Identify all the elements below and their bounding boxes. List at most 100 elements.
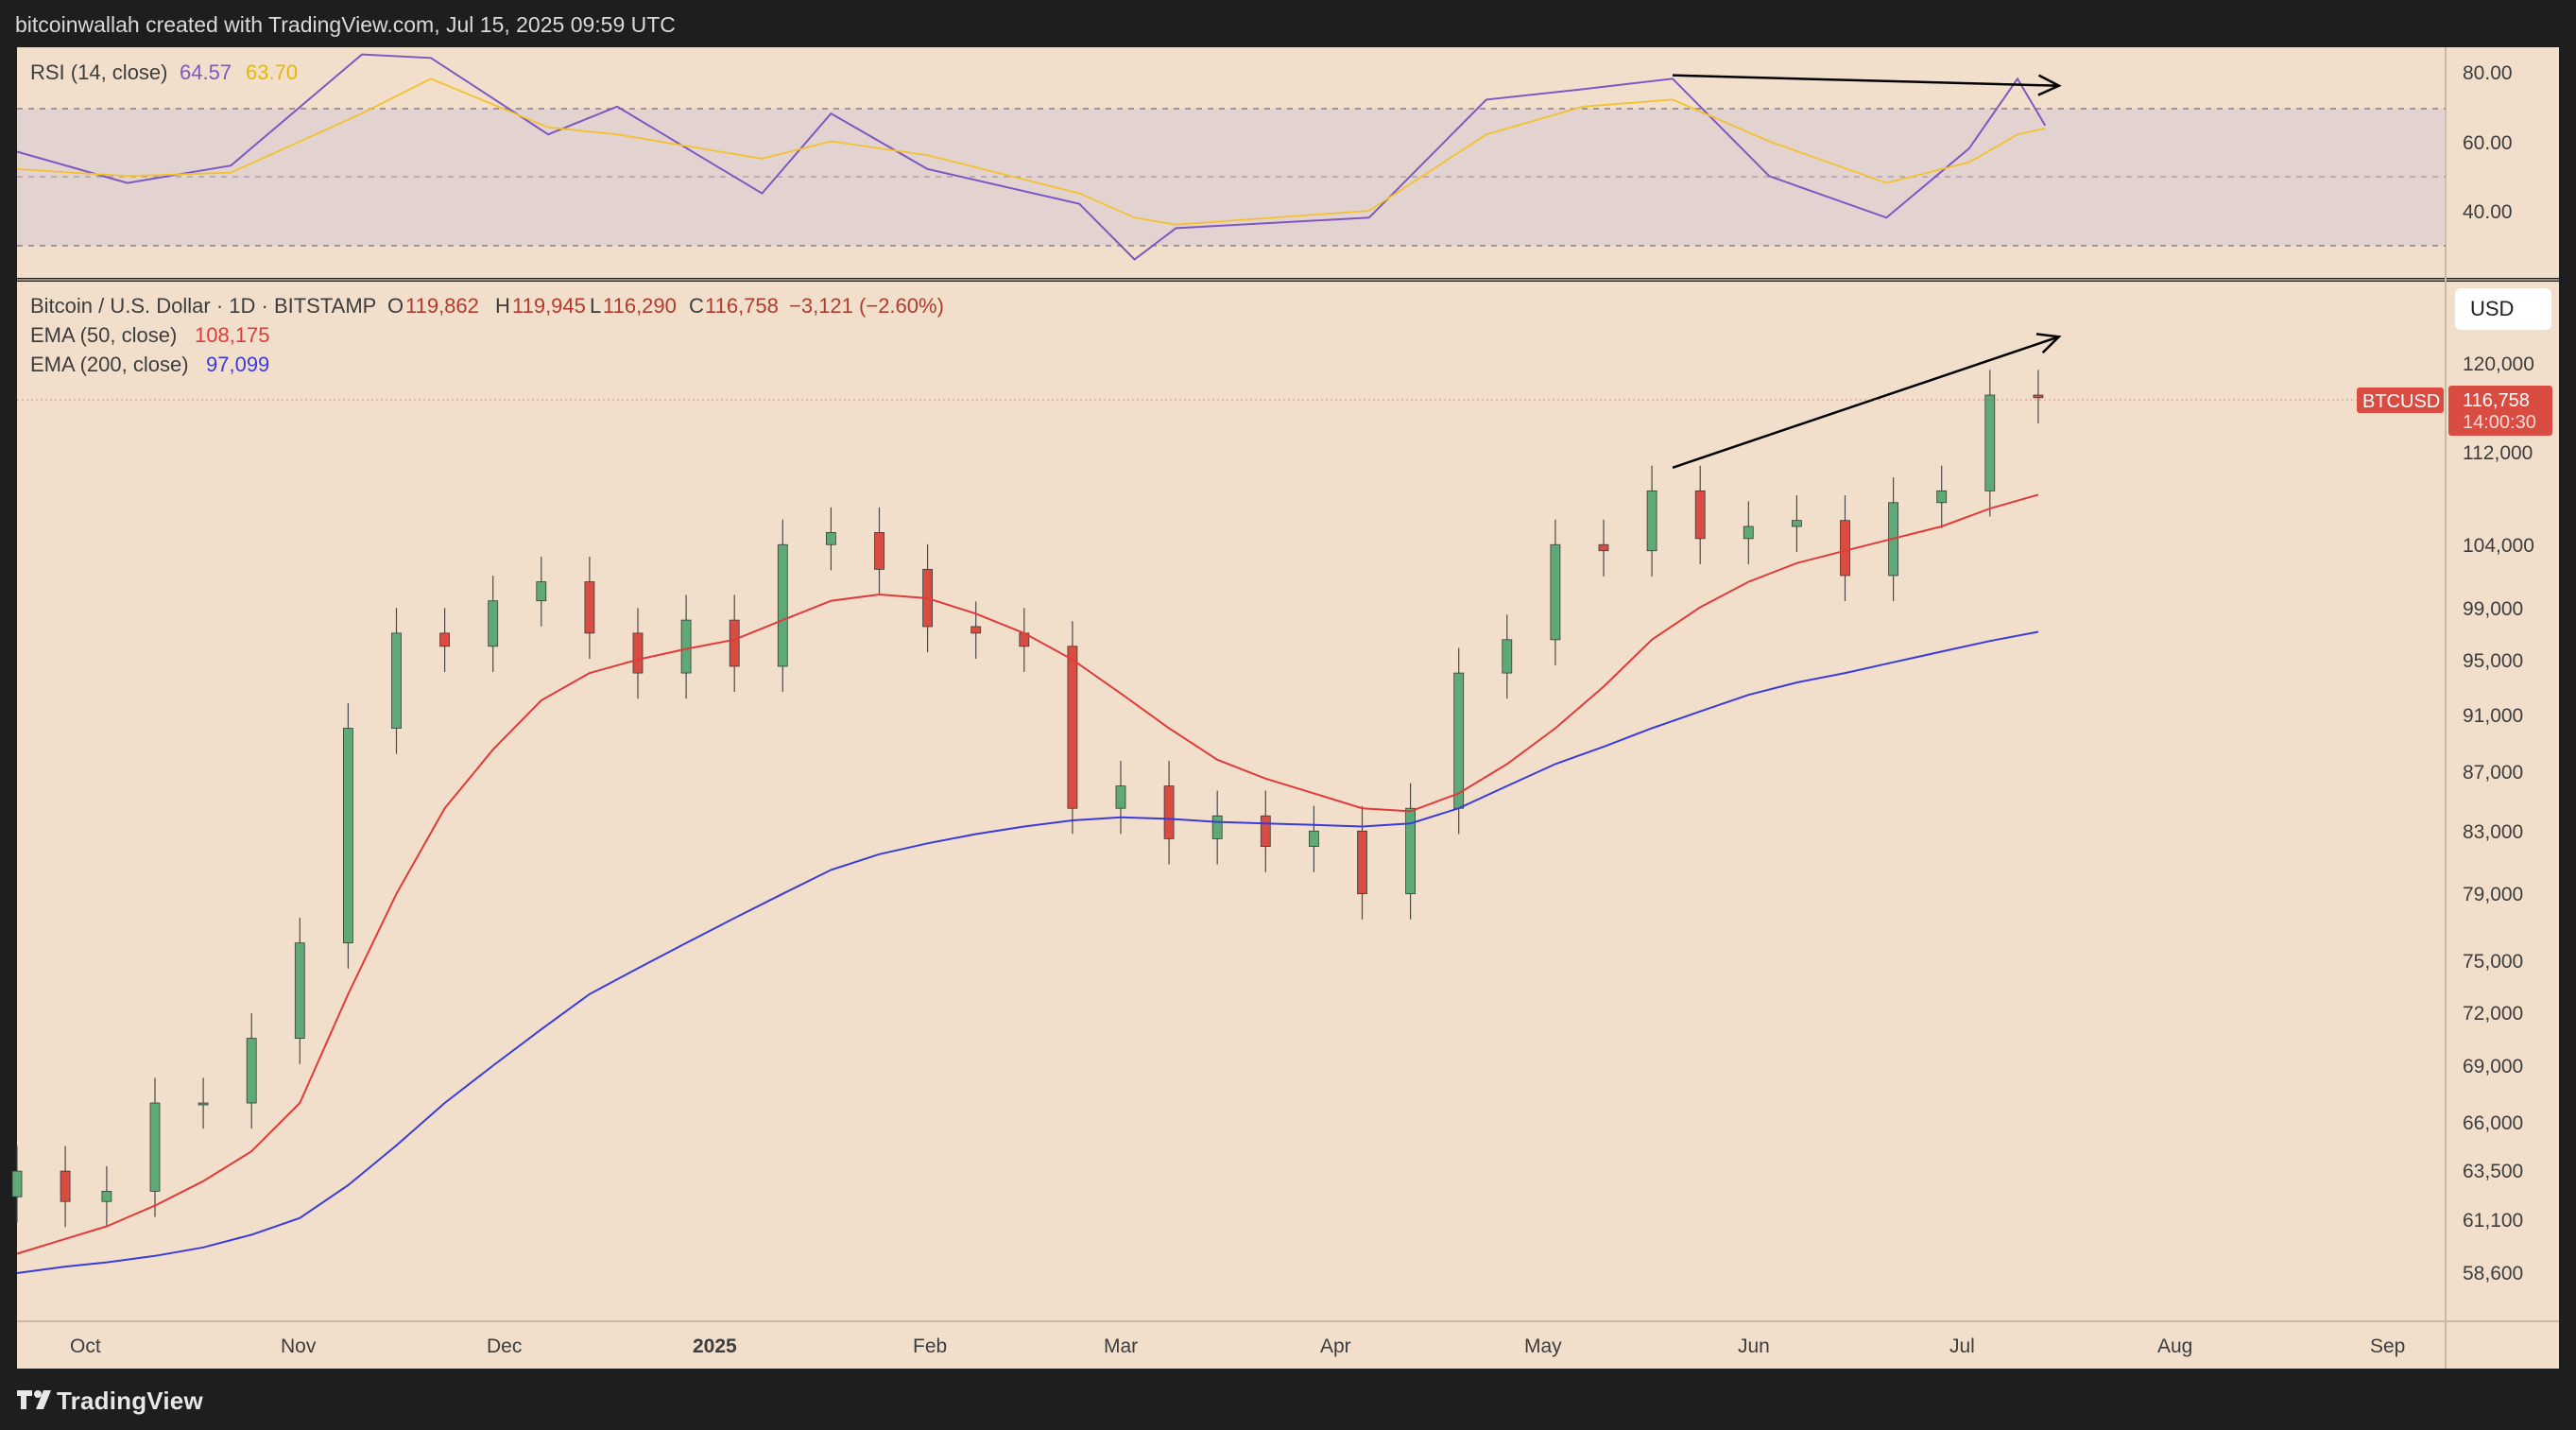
price-axis-label: 87,000 bbox=[2463, 762, 2523, 784]
candle-body bbox=[1067, 646, 1078, 809]
candle-body bbox=[777, 543, 788, 667]
candle-body bbox=[1792, 520, 1802, 527]
candle-body bbox=[149, 1102, 161, 1192]
price-axis-label: 58,600 bbox=[2463, 1263, 2523, 1284]
time-axis-label: Sep bbox=[2370, 1335, 2405, 1357]
ema200-line bbox=[16, 630, 2039, 1274]
time-axis-label: 2025 bbox=[693, 1335, 737, 1357]
candle-body bbox=[1357, 830, 1367, 895]
rsi-title: RSI (14, close) bbox=[30, 60, 168, 84]
time-axis-label: Jul bbox=[1949, 1335, 1975, 1357]
candle-body bbox=[1743, 525, 1754, 540]
candle-body bbox=[1115, 785, 1126, 809]
price-axis-label: 79,000 bbox=[2463, 884, 2523, 905]
currency-button[interactable] bbox=[2455, 288, 2551, 330]
price-lines bbox=[11, 370, 2044, 1274]
ohlc-o-label: O bbox=[387, 294, 404, 318]
rsi-ma-value: 63.70 bbox=[246, 60, 298, 84]
ticker-tag bbox=[2357, 388, 2444, 413]
candle-body bbox=[1260, 815, 1271, 847]
candle-body bbox=[1502, 639, 1513, 674]
candle-body bbox=[584, 581, 595, 634]
candle-body bbox=[101, 1191, 112, 1202]
candle-body bbox=[680, 619, 692, 674]
ticker-label: BTCUSD bbox=[2362, 391, 2440, 412]
last-price-tag bbox=[2448, 386, 2552, 436]
price-axis-label: 120,000 bbox=[2463, 353, 2534, 375]
candle-body bbox=[970, 626, 982, 634]
candle-body bbox=[1211, 815, 1223, 839]
candle-body bbox=[1405, 807, 1416, 895]
candle-body bbox=[488, 600, 499, 647]
price-axis-label: 66,000 bbox=[2463, 1112, 2523, 1134]
time-axis-label: Jun bbox=[1738, 1335, 1770, 1357]
countdown-value: 14:00:30 bbox=[2463, 412, 2536, 433]
tradingview-logo-icon bbox=[17, 1390, 51, 1409]
price-axis-label: 91,000 bbox=[2463, 705, 2523, 727]
price-axis-label: 75,000 bbox=[2463, 951, 2523, 973]
price-axis-label: 95,000 bbox=[2463, 650, 2523, 672]
candle-body bbox=[342, 728, 353, 944]
rsi-trendline-arrowhead bbox=[2037, 74, 2062, 96]
attribution-bar: bitcoinwallah created with TradingView.c… bbox=[0, 0, 2576, 47]
candle-body bbox=[1309, 830, 1319, 847]
candle-body bbox=[197, 1102, 209, 1106]
candle-body bbox=[1163, 785, 1175, 839]
candle-body bbox=[294, 942, 305, 1040]
price-axis-label: 99,000 bbox=[2463, 598, 2523, 620]
time-axis-label: Aug bbox=[2157, 1335, 2192, 1357]
time-axis-label: Dec bbox=[487, 1335, 522, 1357]
candle-body bbox=[1694, 490, 1706, 540]
ohlc-change: −3,121 (−2.60%) bbox=[789, 294, 944, 318]
price-panel-bg bbox=[17, 282, 2559, 1321]
ohlc-o-value: 119,862 bbox=[405, 294, 479, 318]
candle-body bbox=[536, 581, 547, 602]
candle-body bbox=[1598, 543, 1609, 552]
chart-area[interactable]: RSI (14, close) 64.57 63.70 80.00 60.00 … bbox=[0, 0, 2576, 1370]
candle-body bbox=[1646, 490, 1657, 552]
ema200-value: 97,099 bbox=[206, 353, 269, 376]
rsi-axis-label: 60.00 bbox=[2463, 132, 2513, 154]
price-axis-label: 63,500 bbox=[2463, 1161, 2523, 1182]
candle-body bbox=[246, 1038, 257, 1104]
time-axis-label: Apr bbox=[1320, 1335, 1351, 1357]
candle-body bbox=[632, 632, 644, 674]
time-axis-label: May bbox=[1524, 1335, 1562, 1357]
rsi-trendline bbox=[1672, 74, 2059, 87]
price-legend-symbol: Bitcoin / U.S. Dollar · 1D · BITSTAMP bbox=[30, 294, 376, 318]
ohlc-c-label: C bbox=[689, 294, 704, 318]
tradingview-brand: TradingView bbox=[57, 1387, 203, 1415]
attribution-text: bitcoinwallah created with TradingView.c… bbox=[15, 12, 676, 37]
ohlc-c-value: 116,758 bbox=[705, 294, 779, 318]
time-axis-label: Oct bbox=[70, 1335, 101, 1357]
ohlc-h-label: H bbox=[495, 294, 510, 318]
candle-body bbox=[1984, 394, 1996, 491]
candle-body bbox=[391, 632, 402, 729]
candle-body bbox=[439, 632, 451, 647]
price-axis-label: 69,000 bbox=[2463, 1056, 2523, 1077]
rsi-lines bbox=[16, 53, 2047, 261]
rsi-value: 64.57 bbox=[180, 60, 232, 84]
currency-label: USD bbox=[2470, 297, 2514, 320]
price-axis-label: 104,000 bbox=[2463, 535, 2534, 557]
time-axis-label: Feb bbox=[913, 1335, 947, 1357]
price-axis-label: 83,000 bbox=[2463, 821, 2523, 843]
ohlc-h-value: 119,945 bbox=[512, 294, 586, 318]
time-axis-bg bbox=[17, 1321, 2559, 1369]
price-trendline-arrowhead bbox=[2035, 333, 2062, 354]
rsi-ma-line bbox=[16, 78, 2046, 226]
trendlines bbox=[1672, 74, 2062, 469]
candle-body bbox=[1936, 490, 1948, 504]
rsi-axis-label: 80.00 bbox=[2463, 62, 2513, 84]
rsi-line bbox=[16, 53, 2047, 261]
candle-body bbox=[729, 619, 740, 667]
candle-body bbox=[874, 532, 884, 570]
ohlc-l-value: 116,290 bbox=[603, 294, 677, 318]
ema50-value: 108,175 bbox=[195, 323, 270, 347]
candle-body bbox=[60, 1170, 71, 1202]
candle-body bbox=[1453, 672, 1465, 809]
ema50-label: EMA (50, close) bbox=[30, 323, 177, 347]
candle-body bbox=[1550, 543, 1561, 641]
time-axis-label: Mar bbox=[1104, 1335, 1138, 1357]
ema50-line bbox=[16, 493, 2039, 1255]
